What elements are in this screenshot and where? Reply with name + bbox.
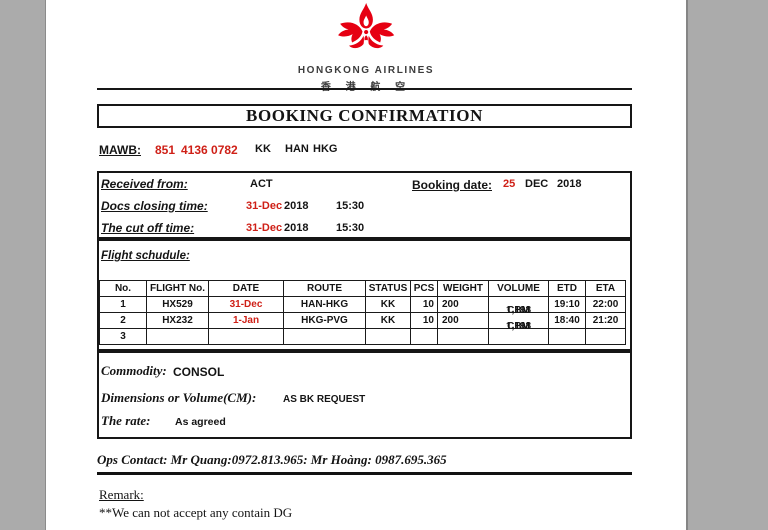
dimensions-value: AS BK REQUEST [283, 394, 366, 405]
booking-date-year: 2018 [557, 178, 582, 190]
col-volume: VOLUME [488, 280, 549, 297]
cell-eta [585, 328, 626, 345]
header-divider [97, 88, 632, 90]
commodity-value: CONSOL [173, 365, 225, 379]
bauhinia-flower-icon [337, 3, 395, 49]
cargo-details-box: Commodity: CONSOL Dimensions or Volume(C… [97, 351, 632, 439]
col-weight: WEIGHT [437, 280, 489, 297]
table-row: 2 HX232 1-Jan HKG-PVG KK 10 200 1,198 CB… [99, 312, 626, 332]
cell-status: KK [365, 312, 411, 329]
cell-etd: 19:10 [548, 296, 586, 313]
cell-eta: 22:00 [585, 296, 626, 313]
cell-date: 1-Jan [208, 312, 284, 329]
received-from-label: Received from: [101, 177, 188, 191]
cell-volume: 1,198 CBM [488, 296, 549, 316]
cell-etd: 18:40 [548, 312, 586, 329]
table-row: 3 [99, 328, 626, 345]
cell-volume: 1,198 CBM [488, 312, 549, 332]
cut-off-time: 15:30 [336, 222, 365, 234]
flight-schedule-label: Flight schudule: [101, 250, 190, 262]
col-date: DATE [208, 280, 284, 297]
cell-etd [548, 328, 586, 345]
remark-text: **We can not accept any contain DG [99, 505, 293, 520]
cell-route: HKG-PVG [283, 312, 366, 329]
flight-schedule-table: No. FLIGHT No. DATE ROUTE STATUS PCS WEI… [99, 280, 626, 345]
cell-status: KK [365, 296, 411, 313]
table-header-row: No. FLIGHT No. DATE ROUTE STATUS PCS WEI… [99, 280, 626, 297]
col-flight: FLIGHT No. [146, 280, 209, 297]
booking-info-box: Received from: ACT Booking date: 25 DEC … [97, 171, 632, 239]
cell-no: 3 [99, 328, 147, 345]
cell-eta: 21:20 [585, 312, 626, 329]
volume-unit: CBM [507, 304, 530, 316]
cell-date [208, 328, 284, 345]
docs-closing-label: Docs closing time: [101, 199, 208, 213]
cut-off-label: The cut off time: [101, 221, 195, 235]
cut-off-year: 2018 [284, 222, 309, 234]
mawb-destination: HKG [313, 143, 338, 155]
volume-value: 1,198 [505, 304, 532, 316]
booking-date-label: Booking date: [412, 178, 492, 192]
page-title: BOOKING CONFIRMATION [97, 104, 632, 128]
rate-value: As agreed [175, 416, 226, 428]
cell-flight [146, 328, 209, 345]
volume-value: 1,198 [505, 320, 532, 332]
mawb-serial: 4136 0782 [181, 143, 238, 157]
docs-closing-year: 2018 [284, 200, 309, 212]
col-etd: ETD [548, 280, 586, 297]
mawb-prefix: 851 [155, 143, 176, 157]
cell-pcs: 10 [410, 312, 438, 329]
col-status: STATUS [365, 280, 411, 297]
commodity-label: Commodity: [101, 363, 167, 378]
mawb-status: KK [255, 143, 271, 155]
table-row: 1 HX529 31-Dec HAN-HKG KK 10 200 1,198 C… [99, 296, 626, 316]
booking-date-month: DEC [525, 178, 549, 190]
cell-flight: HX529 [146, 296, 209, 313]
cell-date: 31-Dec [208, 296, 284, 313]
flight-schedule-box: Flight schudule: No. FLIGHT No. DATE ROU… [97, 239, 632, 351]
cell-no: 2 [99, 312, 147, 329]
cell-flight: HX232 [146, 312, 209, 329]
cell-weight [437, 328, 489, 345]
cut-off-date: 31-Dec [246, 222, 283, 234]
mawb-origin: HAN [285, 143, 309, 155]
col-no: No. [99, 280, 147, 297]
booking-confirmation-document: HONGKONG AIRLINES 香 港 航 空 BOOKING CONFIR… [45, 0, 688, 530]
mawb-row: MAWB: 851 4136 0782 KK HAN HKG [46, 143, 686, 161]
docs-closing-time: 15:30 [336, 200, 365, 212]
received-from-value: ACT [250, 178, 273, 190]
docs-closing-date: 31-Dec [246, 200, 283, 212]
booking-date-day: 25 [503, 178, 516, 190]
cell-route [283, 328, 366, 345]
col-eta: ETA [585, 280, 626, 297]
col-pcs: PCS [410, 280, 438, 297]
cell-weight: 200 [437, 312, 489, 329]
airline-logo-block: HONGKONG AIRLINES 香 港 航 空 [46, 3, 686, 93]
remark-label: Remark: [99, 487, 144, 502]
mawb-label: MAWB: [99, 143, 141, 157]
cell-pcs [410, 328, 438, 345]
cell-route: HAN-HKG [283, 296, 366, 313]
cell-weight: 200 [437, 296, 489, 313]
cell-pcs: 10 [410, 296, 438, 313]
ops-contact-line: Ops Contact: Mr Quang:0972.813.965: Mr H… [97, 452, 632, 475]
volume-unit: CBM [507, 320, 530, 332]
rate-label: The rate: [101, 413, 151, 428]
airline-name: HONGKONG AIRLINES [297, 65, 435, 76]
dimensions-label: Dimensions or Volume(CM): [101, 390, 257, 405]
cell-no: 1 [99, 296, 147, 313]
airline-name-chinese: 香 港 航 空 [46, 78, 686, 93]
col-route: ROUTE [283, 280, 366, 297]
cell-status [365, 328, 411, 345]
